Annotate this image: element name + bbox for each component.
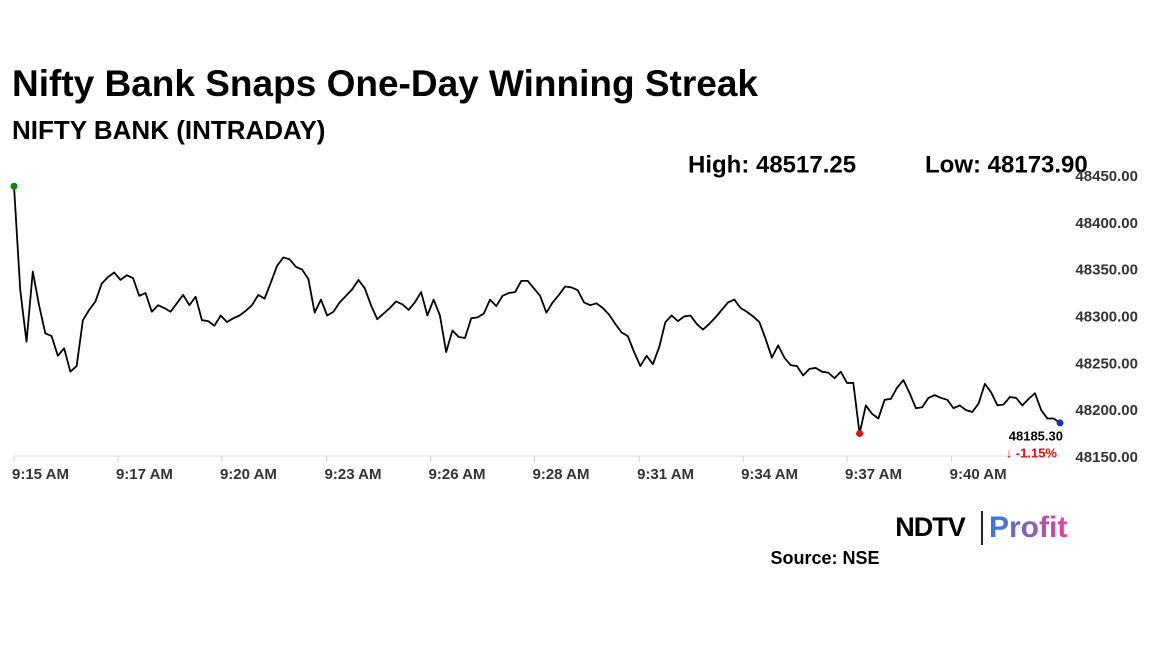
source: Source: NSE: [770, 548, 879, 568]
y-tick-label: 48350.00: [1075, 262, 1138, 279]
x-tick-label: 9:40 AM: [950, 466, 1007, 483]
logo-left: NDTV: [895, 512, 965, 542]
x-tick-label: 9:15 AM: [12, 466, 69, 483]
low-label: Low: 48173.90: [925, 151, 1088, 178]
low-marker: [856, 430, 864, 438]
end-marker: [1056, 419, 1064, 427]
x-tick-label: 9:20 AM: [220, 466, 277, 483]
chart-title: Nifty Bank Snaps One-Day Winning Streak: [12, 63, 758, 104]
x-tick-label: 9:23 AM: [325, 466, 382, 483]
x-tick-label: 9:26 AM: [429, 466, 486, 483]
chart-subtitle: NIFTY BANK (INTRADAY): [12, 115, 325, 145]
last-value-label: 48185.30: [1009, 428, 1063, 443]
y-tick-label: 48250.00: [1075, 355, 1138, 372]
y-tick-label: 48450.00: [1075, 168, 1138, 185]
price-line: [13, 186, 1061, 435]
change-label: ↓ -1.15%: [1006, 445, 1058, 460]
x-tick-label: 9:28 AM: [532, 466, 589, 483]
start-marker: [10, 182, 18, 190]
x-tick-label: 9:31 AM: [637, 466, 694, 483]
y-tick-label: 48200.00: [1075, 402, 1138, 419]
y-tick-label: 48400.00: [1075, 215, 1138, 232]
y-tick-label: 48150.00: [1075, 449, 1138, 466]
x-tick-label: 9:17 AM: [116, 466, 173, 483]
x-tick-label: 9:34 AM: [741, 466, 798, 483]
high-label: High: 48517.25: [688, 151, 856, 178]
logo-right: Profit: [989, 511, 1067, 544]
x-tick-label: 9:37 AM: [845, 466, 902, 483]
y-tick-label: 48300.00: [1075, 308, 1138, 325]
